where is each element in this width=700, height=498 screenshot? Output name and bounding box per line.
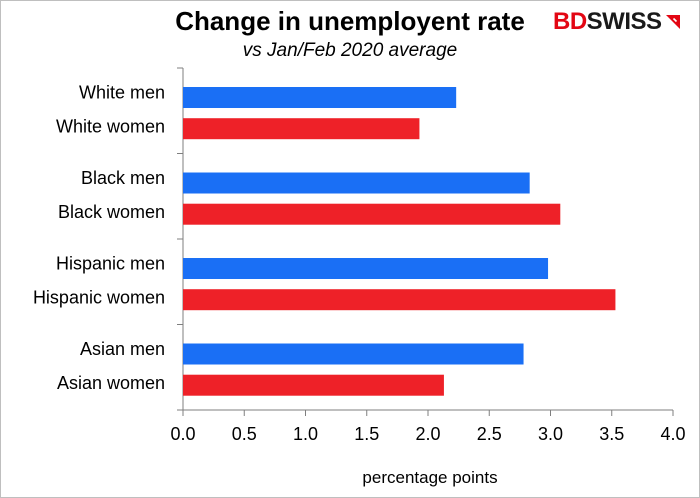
bar bbox=[183, 172, 530, 194]
chart-subtitle: vs Jan/Feb 2020 average bbox=[242, 40, 458, 61]
bar bbox=[183, 87, 457, 109]
x-tick-label: 1.0 bbox=[293, 424, 318, 444]
bar bbox=[183, 258, 549, 280]
x-tick-label: 4.0 bbox=[660, 424, 685, 444]
swiss-cross-flag-icon bbox=[665, 15, 680, 29]
bar bbox=[183, 374, 444, 396]
x-tick-label: 3.5 bbox=[599, 424, 624, 444]
x-tick-label: 0.5 bbox=[232, 424, 257, 444]
category-label: Black men bbox=[81, 168, 165, 188]
category-label: White women bbox=[56, 117, 165, 137]
category-label: Hispanic men bbox=[56, 254, 165, 274]
x-tick-label: 1.5 bbox=[354, 424, 379, 444]
category-label: Asian men bbox=[80, 339, 165, 359]
bar bbox=[183, 343, 524, 365]
bdswiss-logo: BD SWISS bbox=[553, 7, 682, 37]
bar bbox=[183, 203, 561, 225]
bar bbox=[183, 118, 420, 140]
logo-text-swiss: SWISS bbox=[586, 8, 662, 35]
category-label: Asian women bbox=[57, 373, 165, 393]
logo-text-bd: BD bbox=[553, 8, 587, 35]
bar bbox=[183, 289, 616, 311]
category-label: White men bbox=[79, 83, 165, 103]
x-tick-label: 2.0 bbox=[415, 424, 440, 444]
category-label: Hispanic women bbox=[33, 288, 165, 308]
x-axis-label: percentage points bbox=[362, 468, 498, 487]
category-label: Black women bbox=[58, 202, 165, 222]
x-tick-label: 3.0 bbox=[538, 424, 563, 444]
x-tick-label: 0.0 bbox=[170, 424, 195, 444]
chart-title: Change in unemployent rate bbox=[175, 6, 525, 36]
x-tick-label: 2.5 bbox=[477, 424, 502, 444]
